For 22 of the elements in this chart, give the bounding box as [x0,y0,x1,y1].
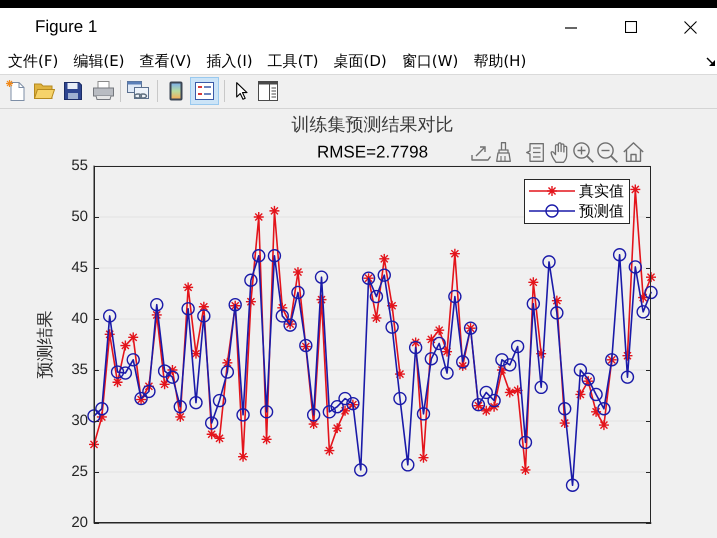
text: 插入(I) [206,51,253,71]
text: 窗口(W) [402,51,458,71]
text: 工具(T) [268,51,319,71]
legend-label: 预测值 [579,202,624,220]
y-tick-label: 25 [71,463,88,480]
text: 帮助(H) [473,51,526,71]
y-tick-label: 55 [71,157,88,174]
caption: Figure 1 [35,17,98,37]
y-axis-title: 预测结果 [36,310,55,378]
y-tick-label: 20 [71,514,88,532]
chart-subtitle: RMSE=2.7798 [316,142,428,162]
y-tick-label: 40 [71,310,88,328]
y-tick-label: 30 [71,412,88,430]
y-tick-label: 45 [71,259,88,276]
y-tick-label: 50 [71,208,88,226]
text: 文件(F) [8,51,58,71]
chart-title: 训练集预测结果对比 [292,114,454,135]
text: 查看(V) [140,51,192,71]
text: 编辑(E) [73,51,125,71]
y-tick-label: 35 [71,361,88,378]
text: 桌面(D) [334,51,387,71]
legend-label: 真实值 [579,182,624,200]
